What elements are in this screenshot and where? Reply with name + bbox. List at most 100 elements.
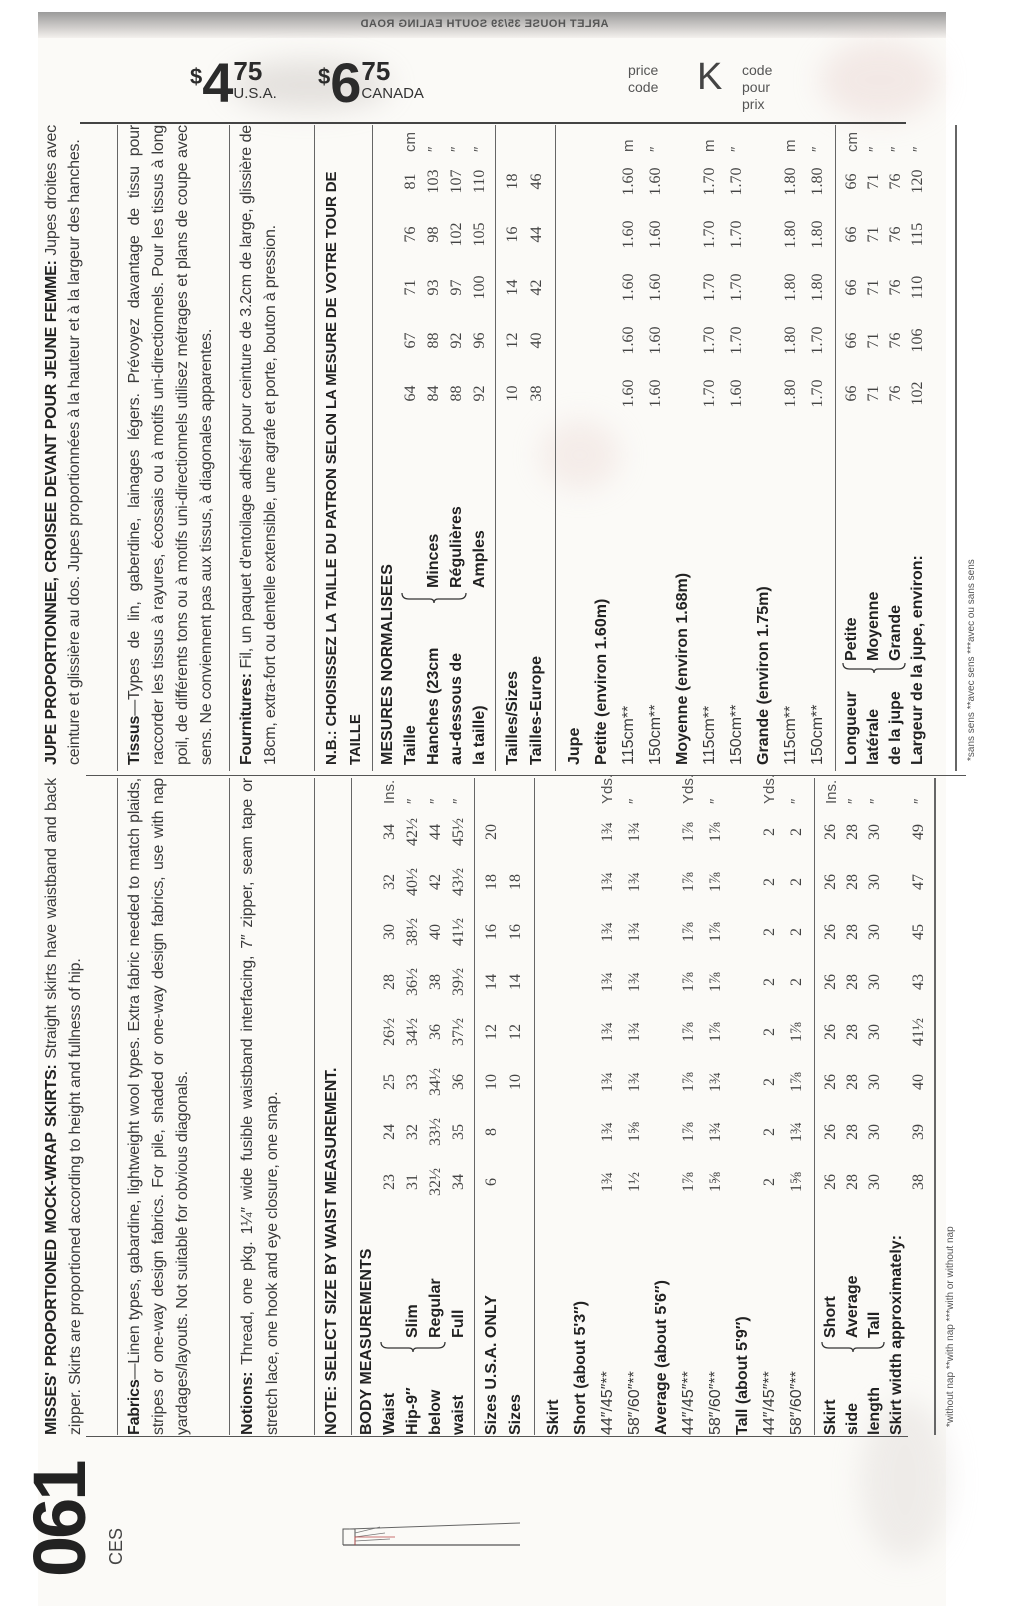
- table-cell: 1.60: [646, 167, 664, 196]
- table-cell: 1⅞: [679, 1172, 697, 1192]
- table-cell: 45½: [449, 818, 467, 846]
- table-cell: 106: [909, 328, 926, 353]
- table-row: length Tall 30 30 30 30 30 30 30 30 ″: [864, 778, 886, 1435]
- notions-label: Notions:: [239, 1371, 256, 1435]
- row-label: 58″/60″**: [706, 1371, 724, 1435]
- row-label-cell: Moyenne (environ 1.68m): [669, 420, 696, 765]
- table-cell: 30: [866, 1024, 883, 1040]
- table-cell: 26: [822, 824, 839, 840]
- fabrics-text: —Linen types, gabardine, lightweight woo…: [126, 778, 191, 1435]
- row-label-cell: Grande (environ 1.75m): [750, 420, 777, 765]
- table-cell: 1.60: [619, 379, 637, 408]
- row-label: Longueur: [843, 691, 860, 765]
- row-label-cell: 58″/60″**: [702, 1207, 729, 1435]
- table-row: Jupe: [561, 125, 588, 765]
- table-cell: 1⅞: [706, 822, 724, 842]
- table-cell: 1.60: [619, 167, 637, 196]
- table-cell: 16: [504, 226, 521, 243]
- table-cell: 1.70: [727, 326, 745, 355]
- fabrics-label: Tissus: [126, 715, 143, 765]
- table-cell: 2: [760, 978, 778, 986]
- unit-label: Ins.: [381, 779, 398, 804]
- footnote: *without nap **with nap ***with or witho…: [945, 1226, 956, 1427]
- table-cell: 67: [401, 332, 419, 349]
- table-cell: 1¾: [598, 872, 616, 892]
- table-cell: 40: [426, 924, 444, 940]
- row-label: Taille: [401, 725, 419, 765]
- row-label: 150cm**: [727, 704, 745, 765]
- table-cell: 41½: [910, 1018, 927, 1046]
- body-measurements-section: BODY MEASUREMENTS Waist 23 24 25 26½ 28 30 32 34 I…: [352, 778, 475, 1435]
- currency-symbol: $: [190, 64, 203, 89]
- unit-label: cm: [843, 132, 861, 152]
- table-cell: 37½: [449, 1018, 467, 1046]
- unit-label: cm: [402, 132, 419, 152]
- table-cell: 71: [865, 279, 882, 296]
- unit-label: ″: [909, 146, 927, 152]
- row-sublabel: Regular: [426, 1278, 444, 1338]
- row-label: MESURES NORMALISEES: [378, 564, 396, 765]
- row-label: Tailles-Europe: [528, 655, 545, 765]
- table-cell: 42½: [403, 818, 421, 846]
- table-cell: 1.80: [781, 326, 799, 355]
- unit-label: Yds.: [680, 773, 697, 804]
- body-measurements-table: MESURES NORMALISEES Taille 64 67 71 76 81 cm Han…: [376, 125, 491, 765]
- row-label: Waist: [380, 1392, 398, 1435]
- table-cell: 102: [447, 222, 465, 247]
- row-label: Hanches (23cm: [424, 647, 442, 765]
- table-cell: 14: [507, 974, 524, 990]
- table-cell: 66: [843, 173, 860, 190]
- table-cell: 98: [424, 226, 442, 243]
- row-label: Skirt: [822, 1399, 839, 1435]
- table-row: Skirt: [540, 778, 567, 1435]
- yardage-section: Skirt Short (about 5'3″) 44″/45″** 1¾ 1¾ 1¾ 1¾…: [535, 774, 815, 1435]
- yardage-table: Skirt Short (about 5'3″) 44″/45″** 1¾ 1¾ 1¾ 1¾…: [540, 774, 810, 1435]
- unit-label: m: [701, 139, 718, 153]
- table-cell: 71: [865, 332, 882, 349]
- table-cell: 1.70: [700, 220, 718, 249]
- table-cell: 2: [760, 1078, 778, 1086]
- table-cell: 1⅞: [706, 922, 724, 942]
- row-label: Jupe: [565, 727, 583, 765]
- table-cell: 18: [507, 874, 524, 890]
- table-cell: 1⅞: [706, 872, 724, 892]
- sizes-section: Sizes U.S.A. ONLY 6 8 10 12 14 16 18 20 Sizes 10 12…: [475, 778, 535, 1435]
- table-cell: 20: [483, 824, 500, 840]
- body-measurements-table: BODY MEASUREMENTS Waist 23 24 25 26½ 28 30 32 34 I…: [355, 778, 470, 1435]
- unit-label: ″: [788, 798, 805, 804]
- price-whole: 4: [202, 51, 234, 114]
- skirt-length-section: Longueur Petite 66 66 66 66 66 cm latérale Moyenn…: [836, 125, 957, 771]
- table-cell: 1⅞: [679, 822, 697, 842]
- row-label: 44″/45″**: [598, 1371, 616, 1435]
- row-label-cell: [908, 1207, 930, 1435]
- table-row: Sizes 10 12 14 16 18: [504, 778, 528, 1435]
- row-label-cell: Sizes U.S.A. ONLY: [480, 1207, 504, 1435]
- table-row: 150cm** 1.60 1.70 1.70 1.70 1.70 ″: [723, 125, 750, 765]
- table-cell: 23: [380, 1174, 398, 1190]
- table-row: 115cm** 1.60 1.60 1.60 1.60 1.60 m: [615, 125, 642, 766]
- table-cell: 1⅞: [679, 1122, 697, 1142]
- table-cell: 2: [760, 828, 778, 836]
- table-cell: 2: [760, 1178, 778, 1186]
- row-label: Average (about 5'6″): [652, 1280, 670, 1435]
- table-cell: 71: [865, 226, 882, 243]
- unit-label: ″: [865, 146, 883, 152]
- table-cell: 30: [380, 924, 398, 940]
- row-label: 115cm**: [781, 705, 799, 765]
- table-cell: 12: [507, 1024, 524, 1040]
- row-label: Hip-9″: [403, 1387, 421, 1435]
- table-row: Short (about 5'3″): [567, 778, 594, 1435]
- unit-label: Yds.: [599, 773, 616, 804]
- table-row: 115cm** 1.80 1.80 1.80 1.80 1.80 m: [777, 125, 804, 766]
- row-sublabel: Short: [822, 1296, 839, 1338]
- table-cell: 34½: [426, 1068, 444, 1096]
- table-cell: 38: [426, 974, 444, 990]
- row-label: de la jupe: [887, 691, 904, 765]
- price-cents: 75: [233, 56, 263, 86]
- table-cell: 44: [528, 226, 545, 243]
- table-row: Tall (about 5'9″): [729, 778, 756, 1435]
- notions: Notions: Thread, one pkg. 1¼″ wide fusib…: [230, 778, 315, 1435]
- row-label-cell: 150cm**: [723, 420, 750, 765]
- row-label-cell: Petite (environ 1.60m): [588, 420, 615, 765]
